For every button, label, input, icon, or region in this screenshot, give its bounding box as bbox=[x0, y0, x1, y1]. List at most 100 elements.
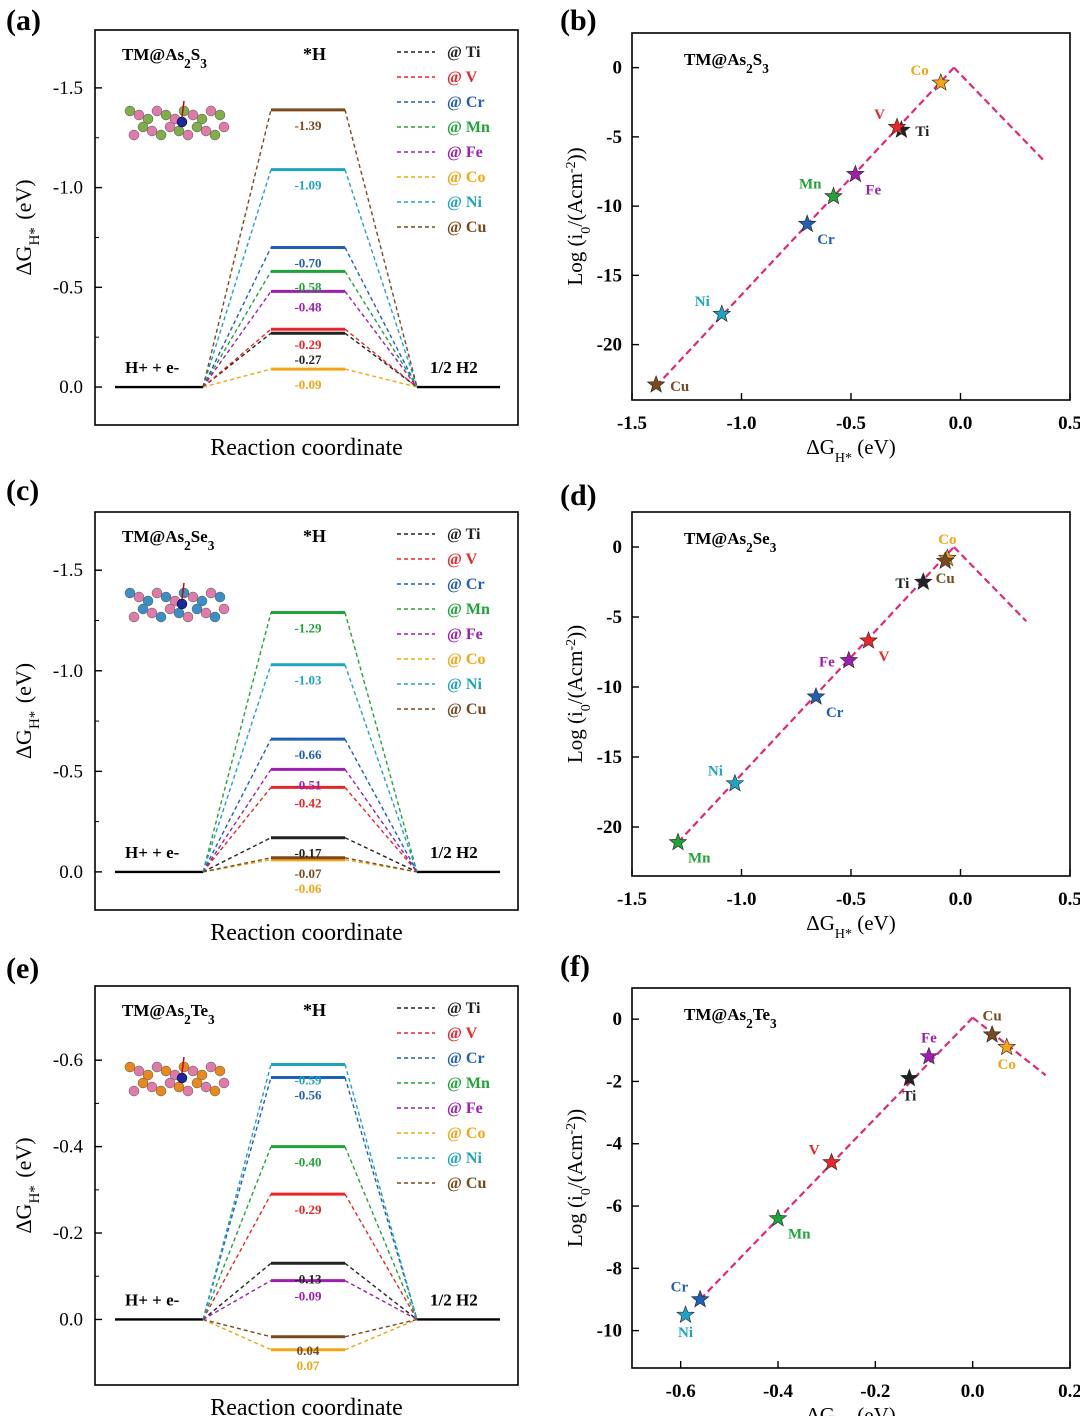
plot-frame bbox=[94, 985, 519, 1386]
dash-out-Co bbox=[344, 368, 418, 388]
level-label-Ti: -0.13 bbox=[294, 1271, 322, 1286]
inset-atom bbox=[209, 611, 221, 623]
system-label: TM@As2Se3 bbox=[122, 527, 215, 553]
y-axis-label: ΔGH* (eV) bbox=[11, 663, 43, 759]
panel-label: (f) bbox=[560, 950, 590, 983]
inset-atom bbox=[182, 611, 194, 623]
inset-atom bbox=[142, 595, 154, 607]
inset-atom bbox=[218, 603, 230, 615]
point-label-Mn: Mn bbox=[688, 850, 711, 866]
energy-diagram-e: (e) 0.0 -0.2 -0.4 -0.6 ΔGH* (eV) Reaction coor… bbox=[6, 952, 519, 1416]
dash-in-Cu bbox=[202, 857, 272, 873]
dash-out-Cr bbox=[344, 247, 418, 388]
y-tick-label: -1.0 bbox=[53, 661, 83, 682]
x-tick-label: 0.5 bbox=[1058, 889, 1080, 910]
dash-in-Ti bbox=[202, 837, 272, 873]
structure-inset bbox=[124, 1056, 230, 1097]
inset-atom bbox=[124, 105, 136, 117]
point-V bbox=[859, 630, 878, 649]
y-tick-label: -20 bbox=[597, 335, 622, 356]
system-label: TM@As2S3 bbox=[684, 50, 769, 76]
level-label-Cu: 0.04 bbox=[297, 1343, 320, 1358]
legend-label-Ni: @ Ni bbox=[447, 676, 482, 693]
structure-inset bbox=[124, 582, 230, 623]
inset-h-bond bbox=[181, 1056, 185, 1074]
final-state-label: 1/2 H2 bbox=[430, 1290, 478, 1309]
panel-label: (a) bbox=[6, 4, 41, 37]
y-tick-label: -0.4 bbox=[53, 1137, 84, 1158]
inset-atom bbox=[191, 121, 203, 133]
inset-atom bbox=[178, 587, 190, 599]
x-axis-label: Reaction coordinate bbox=[210, 920, 403, 946]
legend-label-Ti: @ Ti bbox=[447, 1000, 481, 1017]
dash-in-V bbox=[202, 328, 272, 388]
y-tick-label: -0.5 bbox=[53, 277, 83, 298]
inset-atom bbox=[164, 603, 176, 615]
inset-atom bbox=[182, 129, 194, 141]
inset-atom bbox=[187, 1065, 199, 1077]
x-tick-label: 0.0 bbox=[961, 1381, 985, 1402]
inset-atom bbox=[187, 109, 199, 121]
inset-atom bbox=[209, 1085, 221, 1097]
inset-atom bbox=[128, 129, 140, 141]
x-tick-label: 0.5 bbox=[1058, 413, 1080, 434]
dash-out-Ni bbox=[344, 169, 418, 388]
point-label-Co: Co bbox=[938, 532, 956, 548]
dash-out-Co bbox=[344, 1318, 418, 1351]
inset-atom bbox=[196, 595, 208, 607]
y-tick-label: 0 bbox=[613, 58, 623, 79]
system-label: TM@As2Te3 bbox=[684, 1005, 777, 1031]
final-state-label: 1/2 H2 bbox=[430, 843, 478, 862]
legend-label-Co: @ Co bbox=[447, 651, 485, 668]
point-Cu bbox=[982, 1024, 1002, 1043]
legend-label-Co: @ Co bbox=[447, 1125, 485, 1142]
point-Co bbox=[931, 73, 951, 91]
volcano-line-right bbox=[953, 66, 1045, 162]
point-label-Ni: Ni bbox=[678, 1325, 693, 1341]
legend-label-Ti: @ Ti bbox=[447, 44, 481, 61]
inset-atom bbox=[196, 1069, 208, 1081]
y-tick-label: -6 bbox=[606, 1196, 622, 1217]
structure-inset bbox=[124, 100, 230, 141]
dash-in-Cu bbox=[202, 109, 272, 388]
system-label: TM@As2Se3 bbox=[684, 529, 777, 555]
x-tick-label: 0.0 bbox=[949, 889, 973, 910]
dash-in-Co bbox=[202, 368, 272, 388]
inset-atom bbox=[214, 1065, 226, 1077]
initial-state-label: H+ + e- bbox=[125, 358, 180, 377]
volcano-line-right bbox=[953, 546, 1027, 622]
legend-label-V: @ V bbox=[447, 551, 478, 568]
dash-out-Fe bbox=[344, 768, 418, 873]
inset-atom bbox=[218, 1077, 230, 1089]
dash-in-Ni bbox=[202, 1064, 272, 1320]
dash-out-Fe bbox=[344, 290, 418, 388]
level-label-Fe: -0.51 bbox=[294, 777, 321, 792]
point-Mn bbox=[824, 186, 843, 205]
x-tick-label: -0.4 bbox=[763, 1381, 794, 1402]
y-tick-label: -1.5 bbox=[53, 78, 83, 99]
volcano-plot-f: (f) -0.6 -0.4 -0.2 0.0 0.2 0 -2 -4 -6 -8 -10 ΔGH* (e… bbox=[560, 950, 1080, 1416]
species-label: *H bbox=[303, 526, 326, 546]
dash-out-Mn bbox=[344, 271, 418, 388]
inset-atom bbox=[124, 587, 136, 599]
point-label-Fe: Fe bbox=[819, 654, 835, 670]
inset-atom bbox=[164, 1077, 176, 1089]
dash-in-Ti bbox=[202, 332, 272, 388]
inset-atom bbox=[137, 1077, 149, 1089]
legend-label-Mn: @ Mn bbox=[447, 601, 490, 618]
dash-in-Fe bbox=[202, 1279, 272, 1321]
inset-atom bbox=[173, 125, 185, 137]
point-label-Mn: Mn bbox=[788, 1226, 811, 1242]
system-label: TM@As2S3 bbox=[122, 45, 207, 71]
inset-atom bbox=[200, 607, 212, 619]
inset-atom bbox=[209, 129, 221, 141]
level-label-Co: -0.09 bbox=[294, 377, 322, 392]
inset-atom bbox=[133, 1065, 145, 1077]
point-label-Cr: Cr bbox=[817, 232, 835, 248]
level-label-V: -0.42 bbox=[294, 795, 321, 810]
inset-h-bond bbox=[181, 100, 185, 118]
inset-atom bbox=[196, 113, 208, 125]
y-tick-label: -4 bbox=[606, 1134, 622, 1155]
dash-out-V bbox=[344, 328, 418, 388]
level-label-Cu: -0.07 bbox=[294, 866, 322, 881]
